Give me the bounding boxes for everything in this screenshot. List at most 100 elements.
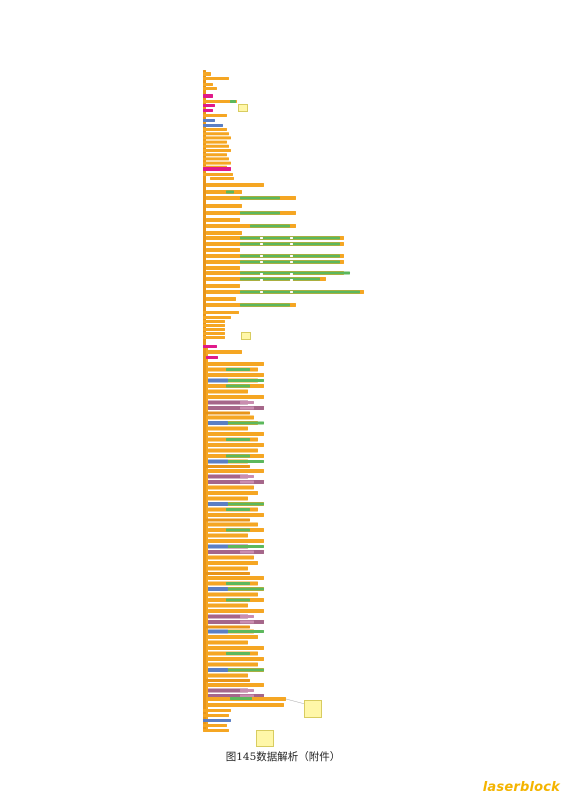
math-block bbox=[240, 271, 350, 275]
gap bbox=[290, 267, 293, 269]
code-block bbox=[208, 426, 248, 431]
code-block bbox=[203, 161, 231, 165]
code-block bbox=[203, 153, 227, 157]
gap bbox=[260, 273, 263, 275]
list-block bbox=[208, 378, 228, 383]
code-block bbox=[208, 646, 264, 650]
list-block bbox=[208, 629, 228, 634]
event-block bbox=[203, 345, 217, 348]
comment-note bbox=[256, 730, 274, 747]
list-block bbox=[208, 502, 228, 506]
math-block bbox=[228, 587, 264, 591]
variable-block bbox=[208, 474, 248, 479]
code-block bbox=[208, 389, 248, 394]
variable-value bbox=[240, 689, 254, 692]
code-block bbox=[208, 496, 248, 501]
comment-note bbox=[304, 700, 322, 718]
code-block bbox=[203, 709, 231, 712]
code-block bbox=[208, 395, 264, 399]
variable-block bbox=[208, 614, 248, 619]
code-block bbox=[208, 432, 264, 436]
code-block bbox=[208, 683, 264, 687]
math-block bbox=[226, 582, 250, 585]
code-block bbox=[208, 566, 248, 571]
code-block bbox=[206, 297, 236, 301]
variable-value bbox=[240, 694, 254, 698]
code-block bbox=[203, 316, 231, 319]
math-block bbox=[240, 303, 290, 307]
code-block bbox=[208, 673, 248, 678]
code-block bbox=[203, 336, 225, 339]
code-block bbox=[208, 576, 264, 580]
code-block bbox=[203, 144, 229, 148]
math-block bbox=[226, 508, 250, 511]
code-block bbox=[203, 132, 229, 136]
code-block bbox=[208, 592, 258, 597]
code-block bbox=[208, 415, 254, 420]
code-block bbox=[206, 703, 284, 707]
event-block bbox=[203, 109, 213, 112]
variable-block bbox=[208, 620, 264, 624]
event-block bbox=[206, 356, 218, 359]
variable-value bbox=[240, 550, 254, 554]
variable-value bbox=[240, 475, 254, 478]
block-spine-inner bbox=[206, 345, 208, 730]
block-closure bbox=[206, 465, 250, 468]
event-block bbox=[203, 167, 231, 171]
variable-value bbox=[240, 480, 254, 484]
math-block bbox=[226, 528, 250, 532]
code-block bbox=[208, 609, 264, 613]
code-block bbox=[208, 657, 264, 661]
math-block bbox=[240, 277, 320, 281]
code-block bbox=[208, 362, 264, 366]
code-block bbox=[203, 328, 225, 331]
math-block bbox=[226, 384, 250, 388]
code-block bbox=[208, 539, 264, 543]
code-block bbox=[203, 83, 213, 86]
block-spine bbox=[203, 70, 206, 730]
code-block bbox=[203, 311, 239, 314]
gap bbox=[260, 291, 263, 293]
code-block bbox=[203, 149, 231, 152]
block-header bbox=[203, 72, 211, 76]
code-block bbox=[206, 204, 242, 208]
block-closure bbox=[206, 679, 250, 682]
math-block bbox=[226, 652, 250, 655]
list-block bbox=[208, 459, 228, 464]
math-block bbox=[228, 421, 264, 425]
code-block bbox=[208, 485, 254, 490]
list-block bbox=[208, 668, 228, 672]
code-block bbox=[208, 373, 264, 377]
math-block bbox=[230, 697, 252, 700]
gap bbox=[260, 249, 263, 251]
code-block bbox=[206, 248, 240, 252]
math-block bbox=[240, 196, 280, 200]
code-block bbox=[208, 533, 248, 538]
variable-block bbox=[208, 688, 248, 693]
gap bbox=[290, 285, 293, 287]
code-block bbox=[206, 350, 242, 354]
code-block bbox=[208, 469, 264, 473]
block-closure bbox=[206, 625, 250, 629]
code-block bbox=[203, 77, 229, 80]
list-block bbox=[208, 421, 228, 425]
code-block bbox=[208, 443, 264, 447]
math-block bbox=[230, 100, 236, 103]
math-block bbox=[226, 438, 250, 441]
math-block bbox=[228, 502, 264, 506]
comment-note bbox=[238, 104, 248, 112]
event-block bbox=[203, 94, 213, 98]
list-block bbox=[208, 587, 228, 591]
list-block bbox=[208, 544, 228, 549]
code-block bbox=[208, 513, 264, 517]
code-block bbox=[206, 231, 242, 235]
variable-value bbox=[240, 401, 254, 404]
gap bbox=[290, 261, 293, 263]
code-block bbox=[206, 218, 240, 222]
math-block bbox=[240, 290, 360, 294]
math-block bbox=[226, 598, 250, 602]
gap bbox=[260, 255, 263, 257]
variable-value bbox=[240, 620, 254, 624]
code-block bbox=[208, 561, 258, 565]
gap bbox=[290, 291, 293, 293]
